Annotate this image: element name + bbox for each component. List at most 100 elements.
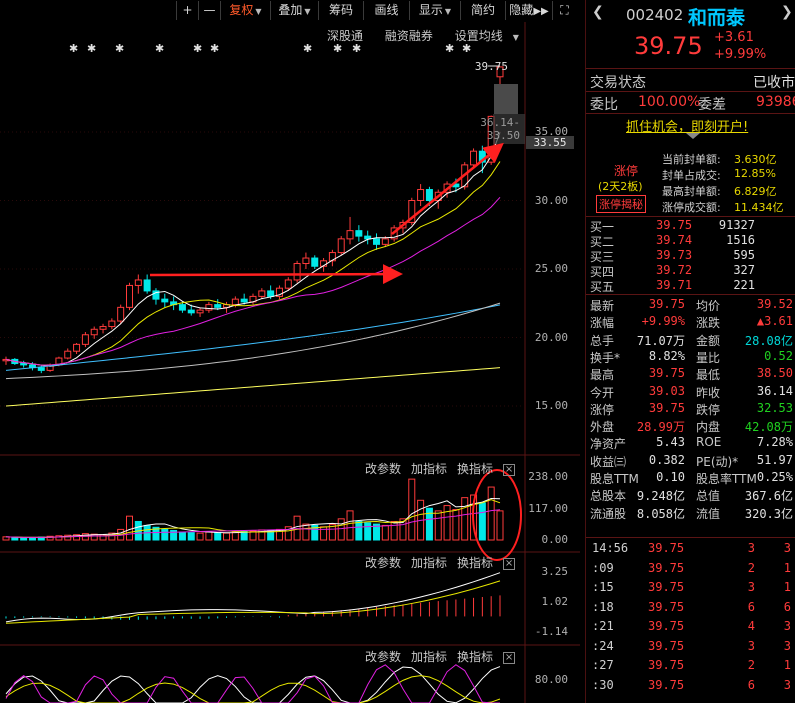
toolbar-button-2[interactable]: 复权 ▼: [220, 1, 270, 20]
kline-svg[interactable]: [0, 22, 580, 703]
candle-body: [152, 290, 160, 300]
volume-bar: [196, 532, 204, 541]
volume-bar: [249, 530, 257, 541]
toolbar-button-8[interactable]: 隐藏▶▶: [505, 1, 552, 20]
price-axis-label: 15.00: [534, 399, 568, 412]
event-marker-icon[interactable]: ✱: [462, 42, 472, 55]
bid-price[interactable]: 39.75: [656, 218, 693, 232]
toolbar-button-1[interactable]: —: [198, 1, 220, 20]
candle-body: [108, 320, 116, 328]
volume-bar: [346, 510, 354, 541]
next-stock-icon[interactable]: ❯: [781, 4, 793, 20]
limit-stat-value: 12.85%: [734, 167, 776, 180]
volume-bar: [170, 529, 178, 541]
toolbar-button-3[interactable]: 叠加 ▼: [270, 1, 318, 20]
current-price-tag: 33.55: [526, 136, 574, 149]
limit-stat-label: 封单占成交:: [662, 169, 721, 182]
tick-price: 39.75: [648, 541, 685, 555]
macd-dif-line: [5, 572, 501, 623]
volume-ma-line: [5, 509, 501, 538]
event-marker-icon[interactable]: ✱: [115, 42, 125, 55]
candle-body: [134, 279, 142, 286]
bid-price[interactable]: 39.71: [656, 278, 693, 292]
event-marker-icon[interactable]: ✱: [193, 42, 203, 55]
event-marker-icon[interactable]: ✱: [303, 42, 313, 55]
price-axis-label: 30.00: [534, 193, 568, 207]
limit-stat-value: 3.630亿: [734, 153, 777, 166]
candle-body: [355, 230, 363, 237]
prev-stock-icon[interactable]: ❮: [592, 4, 604, 20]
stat-label: 净资产: [590, 437, 627, 452]
event-marker-icon[interactable]: ✱: [210, 42, 220, 55]
add-indicator-link[interactable]: 加指标: [411, 462, 448, 476]
ma10-line: [5, 161, 501, 366]
limit-up-reveal-button[interactable]: 涨停揭秘: [596, 195, 646, 213]
tick-time: :24: [592, 638, 614, 653]
toolbar-button-9[interactable]: ⛶: [552, 1, 576, 20]
volume-bar: [496, 510, 504, 541]
promo-link[interactable]: 抓住机会，即刻开户!: [626, 120, 749, 135]
volume-bar: [443, 505, 451, 541]
event-marker-icon[interactable]: ✱: [445, 42, 455, 55]
stat-label: 涨跌: [696, 316, 721, 331]
event-marker-icon[interactable]: ✱: [69, 42, 79, 55]
edit-params-link[interactable]: 改参数: [365, 462, 402, 476]
chevron-down-icon: ▼: [255, 7, 262, 16]
event-marker-icon[interactable]: ✱: [333, 42, 343, 55]
tick-volume: 6: [747, 677, 755, 692]
limit-stat-value: 6.829亿: [734, 185, 777, 198]
switch-indicator-link[interactable]: 换指标: [457, 462, 494, 476]
candle-body: [311, 257, 319, 267]
event-marker-icon[interactable]: ✱: [155, 42, 165, 55]
add-indicator-link[interactable]: 加指标: [411, 556, 448, 570]
link-margin-trading[interactable]: 融资融券: [384, 29, 433, 43]
tick-volume: 2: [747, 658, 755, 672]
switch-indicator-link[interactable]: 换指标: [457, 556, 494, 570]
event-marker-icon[interactable]: ✱: [87, 42, 97, 55]
tick-count: 1: [783, 580, 791, 594]
event-marker-icon[interactable]: ✱: [352, 42, 362, 55]
limit-up-sub: (2天2板): [598, 180, 643, 193]
last-price: 39.75: [634, 32, 703, 60]
kline-chart-area[interactable]: 深股通 融资融券 设置均线 ▼ 35.00 30.00 25.00 20.00 15.00…: [0, 22, 580, 703]
bid-volume: 1516: [726, 233, 755, 247]
toolbar-button-5[interactable]: 画线: [363, 1, 409, 20]
kdj-line: [5, 675, 501, 703]
bid-price[interactable]: 39.73: [656, 248, 693, 262]
volume-bar: [46, 535, 54, 541]
close-icon[interactable]: ×: [503, 651, 516, 664]
close-icon[interactable]: ×: [503, 463, 516, 476]
toolbar-label: 隐藏: [509, 3, 534, 17]
bid-price[interactable]: 39.74: [656, 233, 693, 247]
stat-value: 39.52: [756, 297, 793, 311]
bid-level-label: 买四: [590, 265, 615, 279]
link-shengutong[interactable]: 深股通: [327, 29, 364, 43]
tick-time: :27: [592, 658, 614, 672]
tick-volume: 6: [747, 599, 755, 614]
limit-stat-label: 最高封单额:: [662, 185, 721, 198]
toolbar-button-0[interactable]: +: [176, 1, 198, 20]
close-icon[interactable]: ×: [503, 557, 516, 570]
volume-bar: [28, 537, 36, 541]
bid-volume: 595: [733, 248, 755, 262]
edit-params-link[interactable]: 改参数: [365, 556, 402, 570]
add-indicator-link[interactable]: 加指标: [411, 650, 448, 664]
stat-value: 8.82%: [648, 348, 685, 363]
macd-axis-label: -1.14: [534, 625, 568, 638]
edit-params-link[interactable]: 改参数: [365, 650, 402, 664]
bid-price[interactable]: 39.72: [656, 263, 693, 277]
tick-price: 39.75: [648, 599, 685, 614]
switch-indicator-link[interactable]: 换指标: [457, 650, 494, 664]
stat-label: ROE: [696, 435, 722, 450]
toolbar-button-6[interactable]: 显示 ▼: [409, 1, 460, 20]
candle-body: [417, 189, 425, 201]
volume-bar: [408, 478, 416, 541]
tick-volume: 2: [747, 560, 755, 575]
candle-body: [408, 200, 416, 223]
annotation-arrow: [149, 264, 403, 285]
collapse-icon[interactable]: [686, 133, 700, 139]
candle-body: [302, 257, 310, 265]
toolbar-button-7[interactable]: 简约: [460, 1, 505, 20]
toolbar-button-4[interactable]: 筹码: [318, 1, 363, 20]
link-ma-settings[interactable]: 设置均线: [454, 29, 503, 43]
